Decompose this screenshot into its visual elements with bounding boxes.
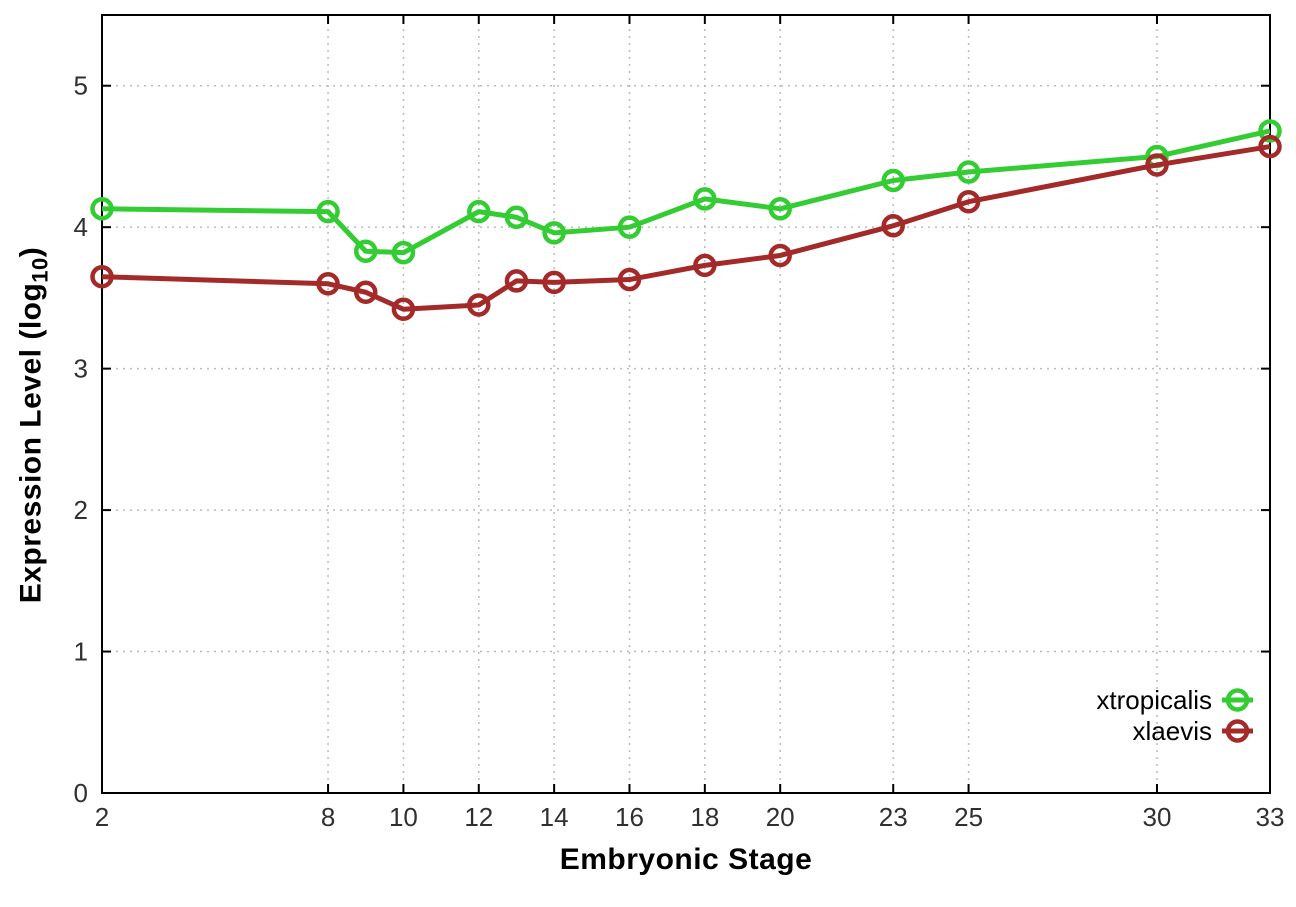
- x-tick-label: 2: [95, 802, 109, 832]
- plot-border: [101, 14, 1271, 794]
- data-point-xlaevis: [467, 293, 491, 317]
- data-point-xlaevis: [617, 267, 642, 292]
- x-tick-label: 10: [389, 802, 418, 832]
- x-tick-label: 25: [954, 802, 983, 832]
- x-tick-label: 20: [766, 802, 795, 832]
- data-point-xtropicalis: [1258, 119, 1282, 143]
- data-point-xlaevis: [353, 280, 378, 305]
- series-line-xlaevis: [101, 144, 1271, 312]
- data-point-xlaevis: [956, 189, 981, 214]
- data-point-xtropicalis: [881, 168, 905, 193]
- data-point-xlaevis: [881, 214, 905, 238]
- y-axis-title: Expression Level (log10): [15, 247, 54, 604]
- data-point-xtropicalis: [768, 197, 792, 221]
- data-point-xtropicalis: [391, 240, 416, 265]
- data-point-xtropicalis: [617, 215, 642, 239]
- data-point-xlaevis: [693, 253, 717, 278]
- legend-label-xtropicalis: xtropicalis: [1096, 685, 1212, 715]
- data-point-xlaevis: [90, 264, 114, 289]
- data-point-xlaevis: [1258, 134, 1282, 159]
- data-point-xlaevis: [768, 243, 792, 268]
- data-point-xtropicalis: [542, 221, 566, 245]
- x-tick-label: 8: [321, 802, 335, 832]
- data-point-xtropicalis: [467, 199, 491, 224]
- x-tick-label: 18: [690, 802, 719, 832]
- y-tick-label: 2: [74, 495, 88, 525]
- y-tick-label: 1: [74, 637, 88, 667]
- x-tick-label: 33: [1256, 802, 1285, 832]
- y-axis-title-text: Expression Level (log: [14, 282, 48, 604]
- data-point-xlaevis: [316, 272, 340, 296]
- legend-marker-xlaevis: [1225, 719, 1250, 743]
- data-point-xtropicalis: [316, 199, 340, 224]
- data-point-xlaevis: [391, 297, 416, 321]
- data-point-xlaevis: [1145, 153, 1169, 177]
- series-line-xtropicalis: [101, 128, 1271, 256]
- x-tick-label: 23: [879, 802, 908, 832]
- x-axis-title: Embryonic Stage: [559, 843, 813, 876]
- y-axis-title-close: ): [14, 246, 48, 258]
- y-tick-label: 3: [74, 354, 88, 384]
- data-point-xtropicalis: [90, 197, 114, 221]
- data-point-xlaevis: [504, 269, 529, 293]
- legend-label-xlaevis: xlaevis: [1133, 716, 1212, 746]
- data-point-xtropicalis: [353, 239, 378, 263]
- x-tick-label: 16: [615, 802, 644, 832]
- y-tick-label: 0: [74, 778, 88, 808]
- x-tick-label: 14: [540, 802, 569, 832]
- y-tick-label: 5: [74, 71, 88, 101]
- data-point-xtropicalis: [956, 160, 981, 184]
- data-point-xtropicalis: [693, 187, 717, 211]
- data-point-xtropicalis: [504, 205, 529, 230]
- x-tick-label: 30: [1143, 802, 1172, 832]
- x-tick-label: 12: [464, 802, 493, 832]
- y-tick-label: 4: [74, 212, 88, 242]
- y-axis-title-subscript: 10: [27, 257, 53, 283]
- legend-marker-xtropicalis: [1225, 688, 1250, 712]
- data-point-xlaevis: [542, 270, 566, 295]
